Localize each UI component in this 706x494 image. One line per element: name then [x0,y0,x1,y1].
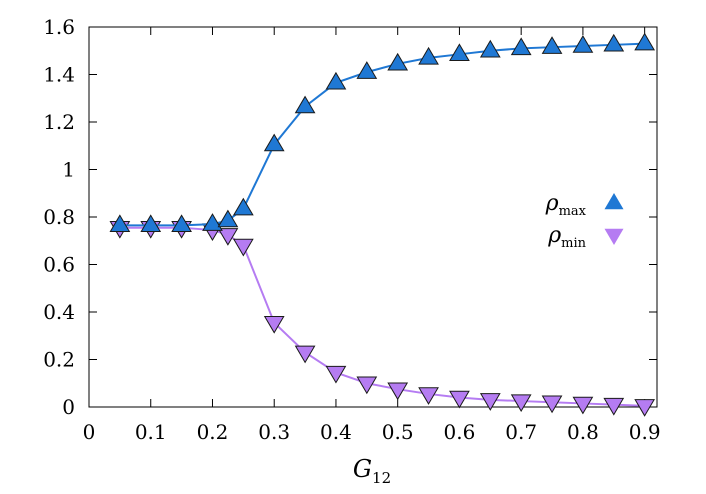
data-point-max [171,214,192,233]
data-point-min [294,345,316,364]
data-point-max [603,33,625,52]
x-axis-label-main: G [353,455,372,483]
x-tick-label: 0.3 [258,420,290,444]
series-max [109,32,656,233]
data-point-max [479,39,501,58]
data-point-max [325,71,347,90]
data-point-max [418,46,439,65]
data-point-min [603,397,625,416]
data-point-max [634,32,656,51]
y-tick-label: 1.2 [43,110,75,134]
x-tick-label: 0.1 [135,420,167,444]
data-point-min [572,396,594,415]
data-point-max [449,43,470,62]
x-axis-label: G12 [353,455,391,487]
data-point-max [510,37,532,56]
data-point-max [263,133,285,152]
legend-marker-max [604,193,624,210]
legend-label: ρmax [545,191,587,219]
y-tick-label: 0.6 [43,253,75,277]
data-point-min [449,390,470,409]
data-point-max [202,213,223,231]
series-line-max [119,42,645,227]
legend-marker-min [604,228,624,245]
data-point-min [232,238,254,257]
x-tick-label: 0.9 [629,420,661,444]
x-tick-label: 0.7 [505,420,537,444]
y-tick-label: 0.4 [43,300,75,324]
series-line-min [119,226,645,407]
data-point-max [356,61,378,79]
y-tick-label: 0.2 [43,348,75,372]
axes: 0 0.1 0.2 0.3 0.4 0.5 0.6 0.7 0.8 0.9 0 0.2 0.4 0.6 0.… [43,15,660,444]
data-point-min [634,399,656,417]
data-point-min [325,365,347,384]
data-point-max [541,36,563,54]
data-point-min [356,376,378,395]
x-tick-label: 0.8 [567,420,599,444]
data-point-min [541,395,563,414]
legend-label: ρmin [547,223,586,251]
y-tick-label: 0 [62,395,75,419]
data-point-min [510,394,532,413]
legend-item-max: ρmax [545,191,624,219]
data-point-min [263,315,285,334]
data-point-max [140,214,162,233]
data-point-max [232,197,254,216]
data-point-max [217,209,239,228]
x-tick-label: 0.5 [382,420,414,444]
x-axis-label-sub: 12 [372,469,391,487]
y-tick-label: 0.8 [43,205,75,229]
data-point-min [217,228,239,246]
legend-item-min: ρmin [547,223,624,251]
x-tick-label: 0.4 [320,420,352,444]
data-point-max [572,35,594,53]
legend: ρmax ρmin [545,191,624,251]
data-point-min [479,393,501,411]
y-tick-label: 1.6 [43,15,75,39]
x-tick-label: 0.2 [197,420,229,444]
x-tick-label: 0 [83,420,96,444]
y-tick-label: 1.4 [43,63,75,87]
x-tick-label: 0.6 [444,420,476,444]
data-point-min [387,382,409,401]
data-point-max [387,52,409,71]
series-layer [109,32,656,417]
y-tick-label: 1 [62,158,75,182]
data-point-max [294,95,316,114]
data-point-min [418,387,439,405]
data-point-max [109,214,131,233]
